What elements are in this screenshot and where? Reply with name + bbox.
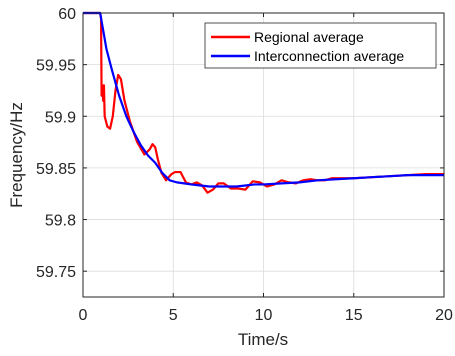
y-tick-label: 59.75 bbox=[36, 264, 76, 281]
x-tick-label: 0 bbox=[79, 307, 88, 324]
interconnection-average-line bbox=[83, 11, 444, 188]
x-tick-label: 5 bbox=[169, 307, 178, 324]
y-tick-label: 59.85 bbox=[36, 161, 76, 178]
plot-lines bbox=[83, 11, 444, 194]
y-tick-label: 59.9 bbox=[45, 109, 76, 126]
tick-labels: 0 5 10 15 20 59.75 59.8 59.85 59.9 59.95 60 bbox=[36, 6, 453, 324]
y-tick-label: 60 bbox=[58, 6, 76, 23]
y-axis-label: Frequency/Hz bbox=[7, 102, 26, 208]
x-axis-label: Time/s bbox=[238, 330, 288, 349]
x-tick-label: 20 bbox=[435, 307, 453, 324]
axis-ticks bbox=[82, 12, 445, 297]
y-tick-label: 59.8 bbox=[45, 213, 76, 230]
legend-label-regional: Regional average bbox=[254, 29, 364, 45]
x-tick-label: 10 bbox=[255, 307, 273, 324]
legend: Regional average Interconnection average bbox=[204, 22, 437, 69]
x-tick-label: 15 bbox=[345, 307, 363, 324]
legend-label-interconnection: Interconnection average bbox=[254, 48, 404, 64]
legend-box bbox=[204, 22, 437, 69]
y-tick-label: 59.95 bbox=[36, 58, 76, 75]
